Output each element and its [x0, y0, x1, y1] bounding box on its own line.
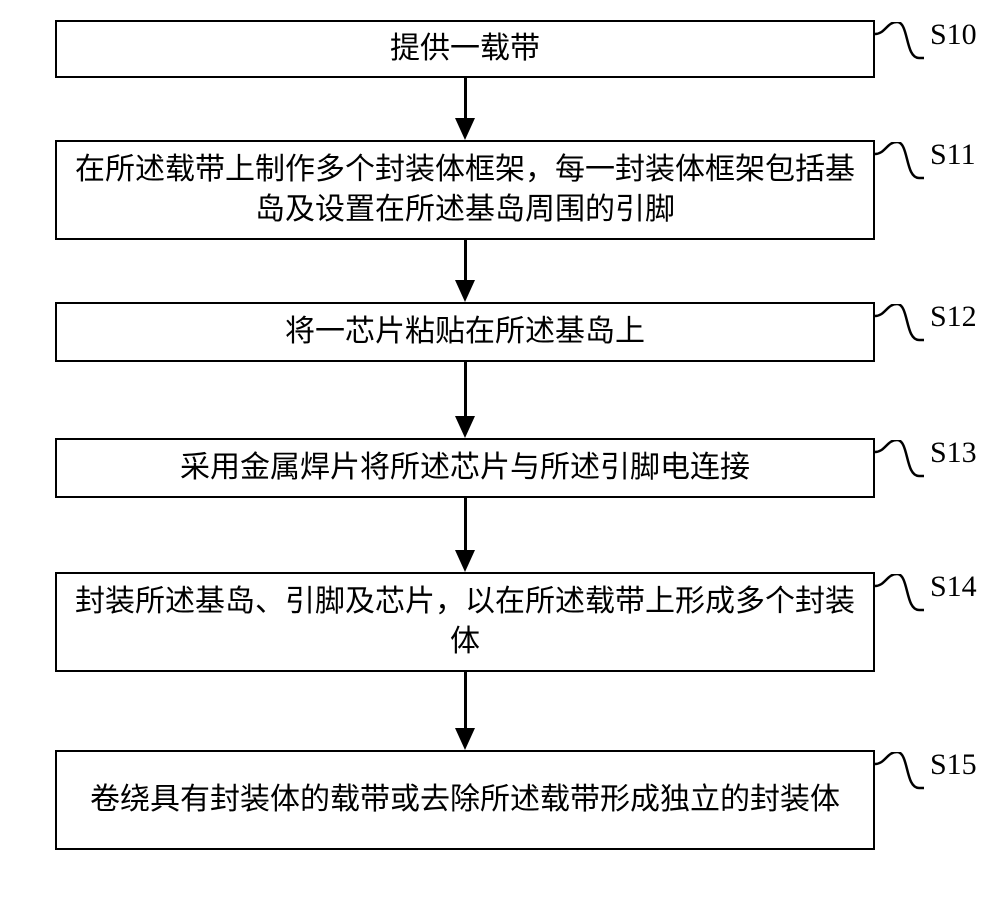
step-label-s10: S10 [930, 18, 977, 52]
connector-s12 [875, 304, 934, 350]
arrow-head-3 [455, 550, 475, 572]
arrow-line-3 [464, 498, 467, 550]
step-label-s14: S14 [930, 570, 977, 604]
arrow-head-2 [455, 416, 475, 438]
step-text: 提供一载带 [390, 29, 540, 70]
step-label-s12: S12 [930, 300, 977, 334]
step-label-s11: S11 [930, 138, 976, 172]
step-box-s14: 封装所述基岛、引脚及芯片，以在所述载带上形成多个封装体 [55, 572, 875, 672]
connector-s14 [875, 574, 934, 620]
arrow-line-2 [464, 362, 467, 416]
arrow-line-0 [464, 78, 467, 118]
arrow-head-1 [455, 280, 475, 302]
step-text: 在所述载带上制作多个封装体框架，每一封装体框架包括基岛及设置在所述基岛周围的引脚 [69, 150, 861, 231]
step-box-s11: 在所述载带上制作多个封装体框架，每一封装体框架包括基岛及设置在所述基岛周围的引脚 [55, 140, 875, 240]
step-text: 采用金属焊片将所述芯片与所述引脚电连接 [180, 448, 750, 489]
step-box-s12: 将一芯片粘贴在所述基岛上 [55, 302, 875, 362]
step-box-s10: 提供一载带 [55, 20, 875, 78]
step-label-s15: S15 [930, 748, 977, 782]
arrow-head-4 [455, 728, 475, 750]
connector-s11 [875, 142, 934, 188]
connector-s15 [875, 752, 934, 798]
step-box-s13: 采用金属焊片将所述芯片与所述引脚电连接 [55, 438, 875, 498]
step-text: 封装所述基岛、引脚及芯片，以在所述载带上形成多个封装体 [69, 582, 861, 663]
connector-s13 [875, 440, 934, 486]
arrow-line-4 [464, 672, 467, 728]
arrow-head-0 [455, 118, 475, 140]
step-label-s13: S13 [930, 436, 977, 470]
step-text: 卷绕具有封装体的载带或去除所述载带形成独立的封装体 [90, 780, 840, 821]
step-box-s15: 卷绕具有封装体的载带或去除所述载带形成独立的封装体 [55, 750, 875, 850]
step-text: 将一芯片粘贴在所述基岛上 [285, 312, 645, 353]
arrow-line-1 [464, 240, 467, 280]
connector-s10 [875, 22, 934, 68]
